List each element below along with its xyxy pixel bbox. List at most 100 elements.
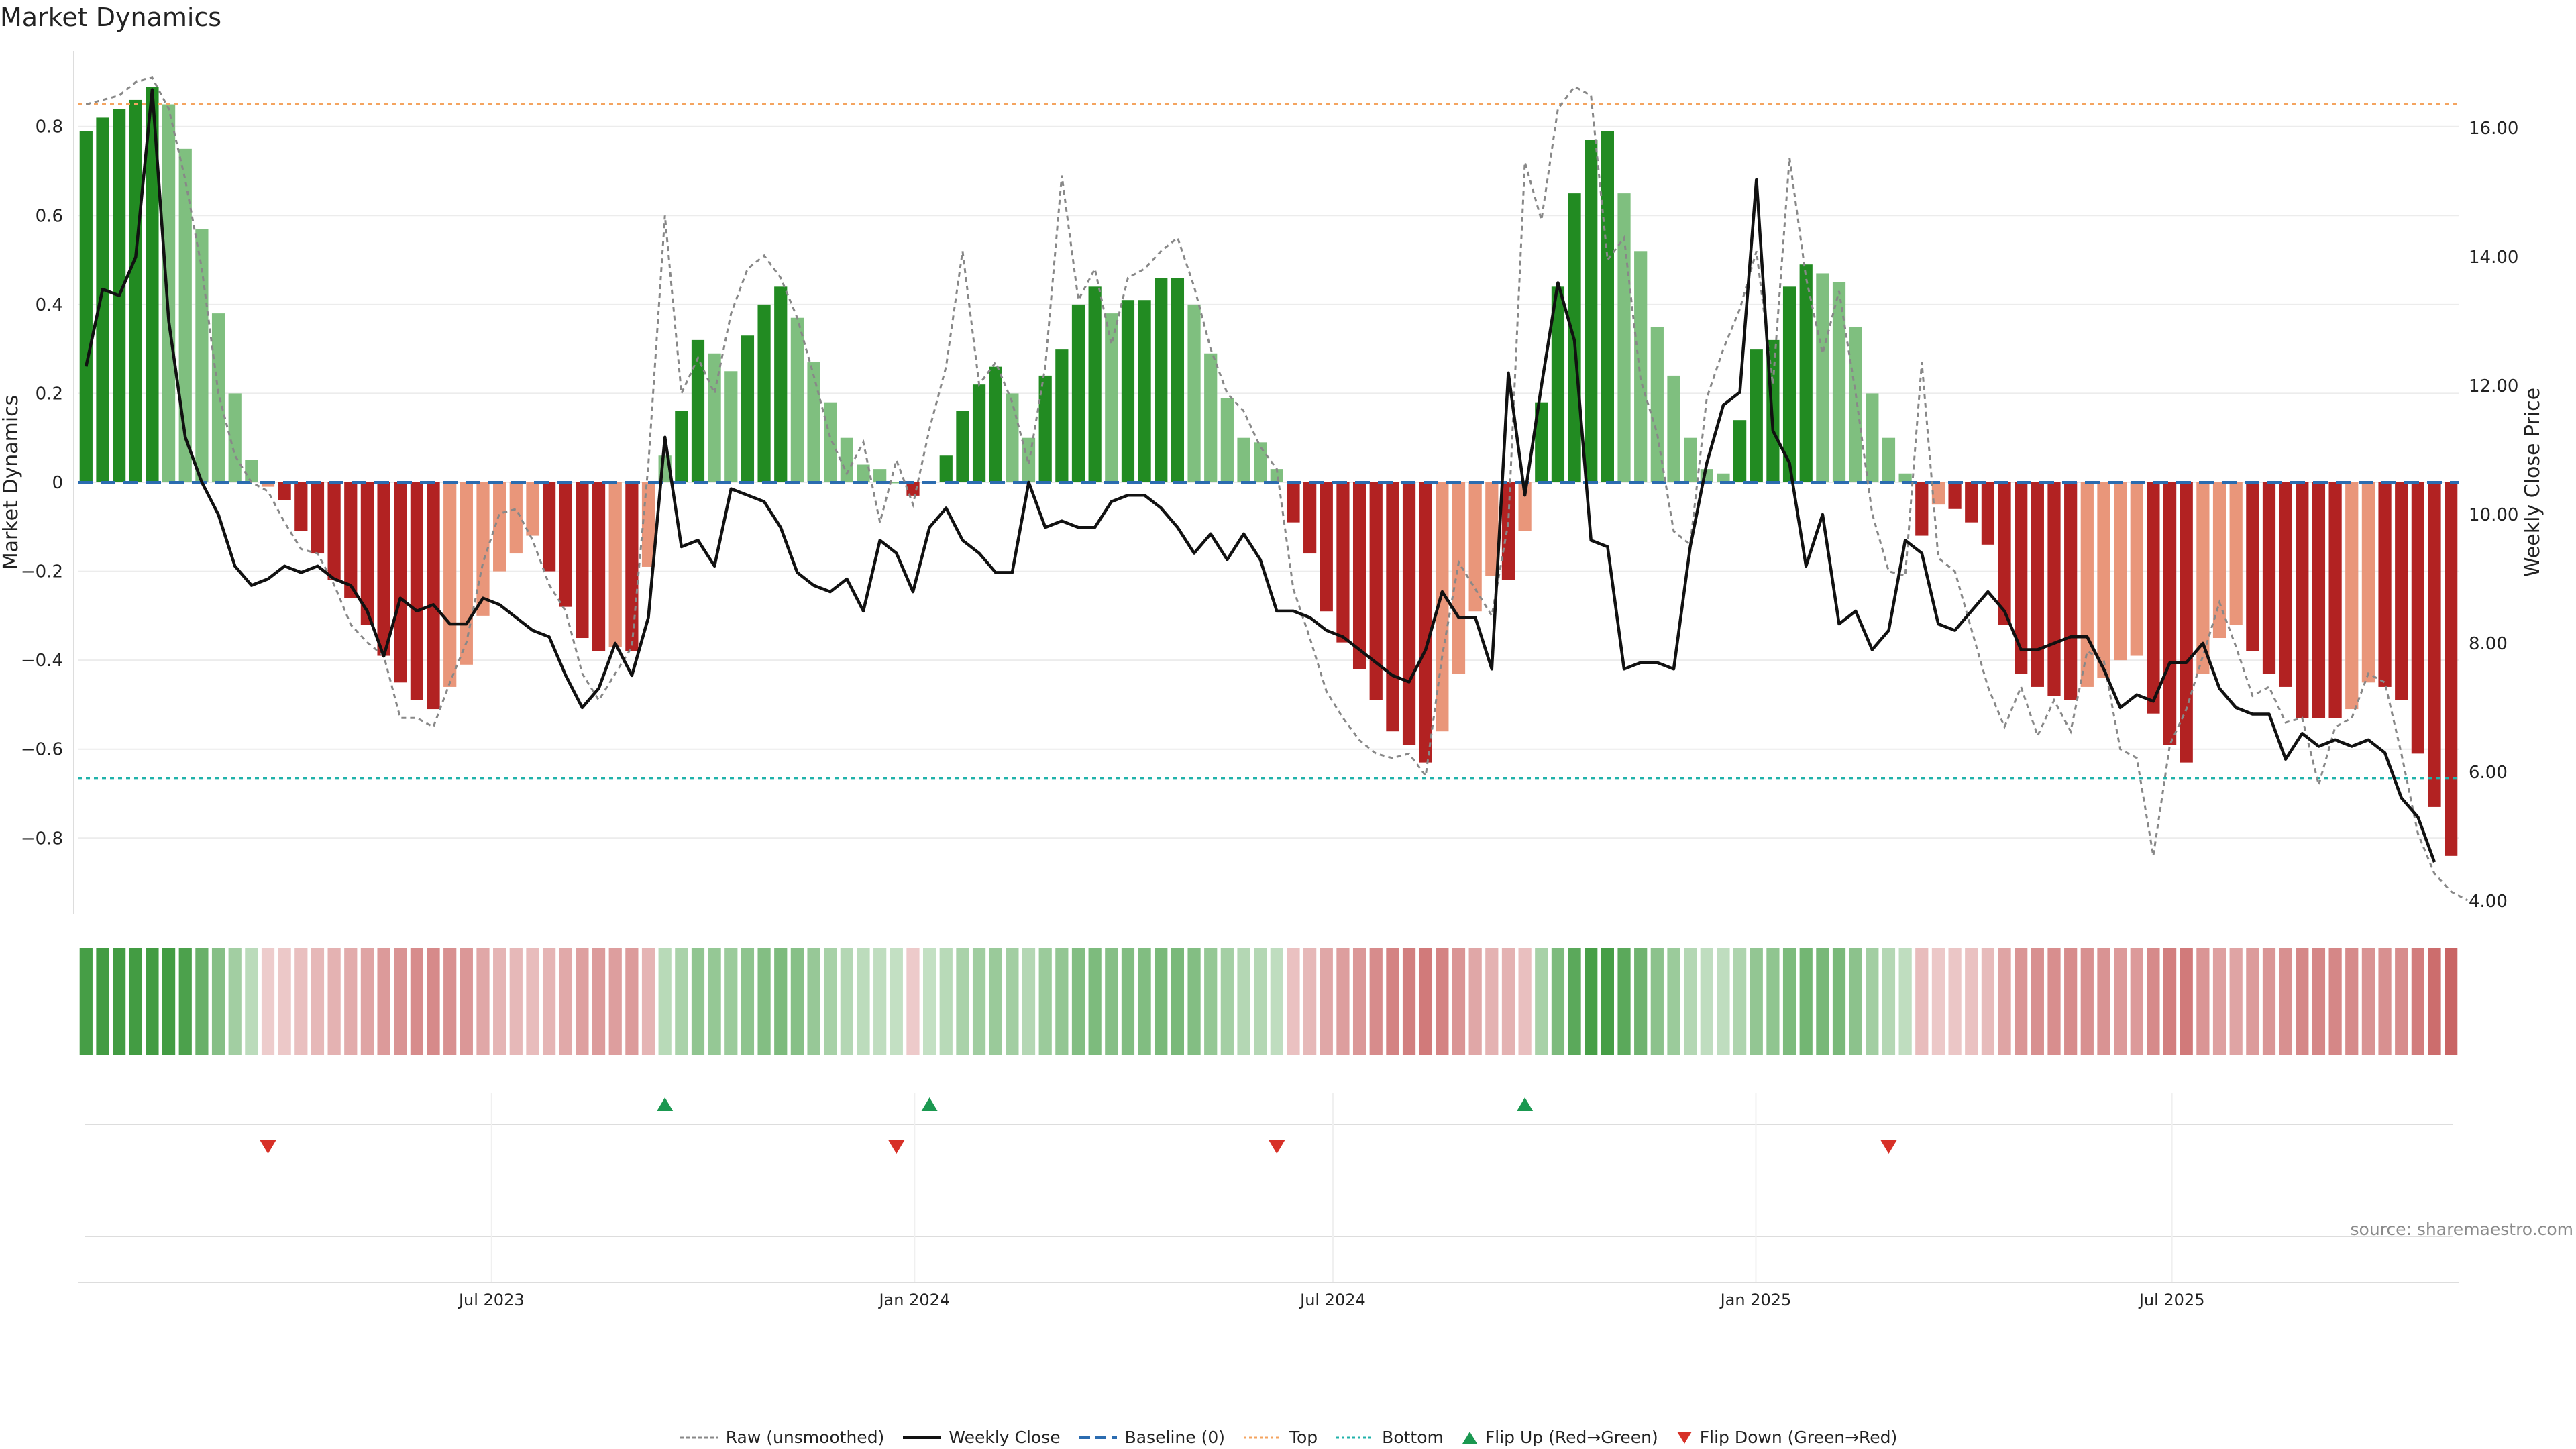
bar-111	[1915, 482, 1929, 536]
bar-94	[1634, 251, 1648, 482]
strip-cell-139	[2378, 948, 2392, 1055]
strip-cell-128	[2196, 948, 2210, 1055]
legend-marker-flip-down	[1676, 1431, 1692, 1444]
strip-cell-130	[2229, 948, 2243, 1055]
bar-92	[1601, 131, 1614, 482]
strip-cell-84	[1468, 948, 1482, 1055]
bar-85	[1485, 482, 1499, 576]
bar-62	[1105, 313, 1118, 482]
bar-78	[1369, 482, 1383, 700]
lines-layer	[85, 76, 2469, 902]
strip-cell-126	[2163, 948, 2177, 1055]
strip-cell-20	[410, 948, 423, 1055]
strip-cell-90	[1568, 948, 1581, 1055]
bar-29	[559, 482, 572, 607]
strip-cell-113	[1948, 948, 1962, 1055]
strip-cell-27	[526, 948, 539, 1055]
y-tick-label-2: 0.4	[36, 295, 63, 315]
bar-97	[1684, 437, 1697, 482]
bar-46	[840, 437, 853, 482]
strip-cell-96	[1667, 948, 1680, 1055]
strip-cell-45	[824, 948, 837, 1055]
strip-cell-62	[1105, 948, 1118, 1055]
strip-cell-49	[890, 948, 903, 1055]
legend-label-baseline: Baseline (0)	[1124, 1428, 1225, 1447]
strip-cell-78	[1369, 948, 1383, 1055]
strip-cell-99	[1717, 948, 1730, 1055]
flip-down-marker-1	[888, 1140, 905, 1154]
strip-cell-6	[178, 948, 192, 1055]
bar-26	[509, 482, 523, 554]
strip-cell-76	[1336, 948, 1350, 1055]
strip-cell-15	[327, 948, 341, 1055]
y2-tick-label-6: 4.00	[2469, 892, 2508, 912]
strip-cell-35	[658, 948, 672, 1055]
strip-cell-12	[278, 948, 291, 1055]
bar-136	[2328, 482, 2342, 718]
strip-cell-115	[1981, 948, 1995, 1055]
strip-cell-114	[1965, 948, 1978, 1055]
x-tick-label-3: Jan 2025	[1719, 1291, 1792, 1309]
strip-cell-119	[2047, 948, 2061, 1055]
strip-cell-46	[840, 948, 853, 1055]
strip-cell-40	[741, 948, 755, 1055]
bar-20	[410, 482, 423, 700]
bar-84	[1468, 482, 1482, 612]
strip-cell-92	[1601, 948, 1614, 1055]
bar-39	[724, 371, 738, 482]
bar-79	[1386, 482, 1399, 732]
bar-110	[1898, 473, 1912, 482]
axes-layer: 0.8 0.6 0.4 0.2 0 −0.2 −0.4 −0.6 −0.8 16.00 14.00 1…	[0, 51, 2544, 914]
bar-66	[1171, 278, 1185, 482]
strip-cell-143	[2445, 948, 2458, 1055]
bar-43	[790, 317, 804, 482]
strip-cell-107	[1849, 948, 1862, 1055]
bar-44	[807, 362, 820, 482]
bar-64	[1138, 300, 1151, 482]
strip-cell-44	[807, 948, 820, 1055]
strip-cell-47	[857, 948, 870, 1055]
strip-cell-17	[360, 948, 374, 1055]
y2-axis-label: Weekly Close Price	[2521, 388, 2544, 577]
weekly-close-line	[85, 88, 2436, 863]
bar-17	[360, 482, 374, 625]
strip-cell-43	[790, 948, 804, 1055]
strip-cell-77	[1352, 948, 1366, 1055]
bar-123	[2114, 482, 2127, 661]
strip-cell-134	[2296, 948, 2309, 1055]
bar-104	[1799, 264, 1813, 482]
strip-cell-95	[1650, 948, 1664, 1055]
flip-up-marker-1	[921, 1097, 938, 1111]
strip-cell-31	[592, 948, 606, 1055]
bar-80	[1402, 482, 1416, 745]
y2-tick-label-4: 8.00	[2469, 634, 2508, 654]
legend-item-flip-up: Flip Up (Red→Green)	[1461, 1428, 1658, 1447]
bar-28	[542, 482, 556, 572]
strip-cell-66	[1171, 948, 1185, 1055]
bar-61	[1088, 286, 1102, 482]
flip-up-marker-0	[657, 1097, 674, 1111]
strip-cell-7	[195, 948, 209, 1055]
bar-42	[774, 286, 788, 482]
strip-cell-121	[2080, 948, 2094, 1055]
bar-69	[1220, 398, 1234, 482]
bar-5	[162, 104, 176, 482]
bar-32	[608, 482, 622, 647]
strip-cell-100	[1733, 948, 1747, 1055]
bar-73	[1287, 482, 1300, 523]
strip-cell-109	[1882, 948, 1896, 1055]
strip-cell-41	[757, 948, 771, 1055]
bar-140	[2395, 482, 2408, 700]
bar-139	[2378, 482, 2392, 687]
strip-cell-72	[1270, 948, 1283, 1055]
y-tick-label-5: −0.2	[21, 562, 63, 582]
strip-cell-24	[476, 948, 490, 1055]
bar-16	[344, 482, 358, 598]
bar-100	[1733, 420, 1747, 482]
bar-6	[178, 148, 192, 482]
bar-130	[2229, 482, 2243, 625]
legend-item-flip-down: Flip Down (Green→Red)	[1676, 1428, 1897, 1447]
y2-tick-label-1: 14.00	[2469, 248, 2518, 268]
bar-3	[129, 99, 142, 482]
strip-cell-39	[724, 948, 738, 1055]
